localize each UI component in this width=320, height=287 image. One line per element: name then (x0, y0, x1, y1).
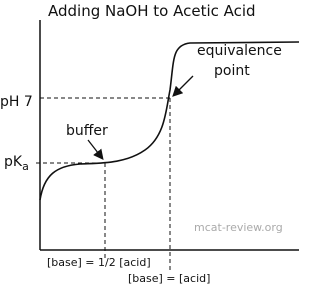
title: Adding NaOH to Acetic Acid (48, 2, 256, 20)
arrow (87, 139, 104, 161)
y-label-main: pK (4, 154, 23, 170)
arrow (172, 75, 194, 97)
x-label: [base] = 1/2 [acid] (47, 256, 151, 269)
annotation: equivalence (197, 43, 282, 59)
annotation: buffer (66, 123, 108, 139)
y-label: pH 7 (0, 94, 33, 110)
diagram: Adding NaOH to Acetic Acid equivalence p… (0, 2, 299, 285)
annotation: point (214, 63, 250, 79)
titration-curve (39, 41, 299, 201)
y-label-sub: a (22, 160, 29, 173)
y-label: pKa (4, 154, 29, 173)
x-label: [base] = [acid] (128, 272, 210, 285)
watermark: mcat-review.org (194, 221, 283, 234)
